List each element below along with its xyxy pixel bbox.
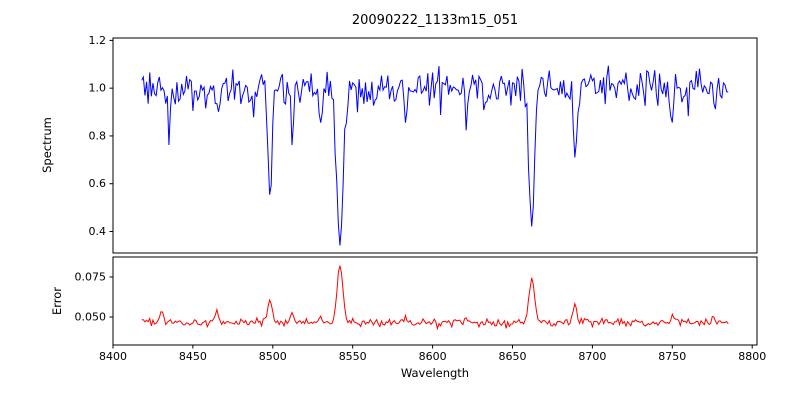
x-tick-label: 8400 — [99, 350, 127, 363]
x-tick-label: 8550 — [339, 350, 367, 363]
x-axis-label: Wavelength — [400, 366, 470, 380]
x-tick-label: 8800 — [738, 350, 766, 363]
spectrum-line — [141, 65, 729, 246]
spectrum-y-tick-label: 1.0 — [89, 82, 107, 95]
spectrum-axes-frame — [112, 37, 758, 254]
x-tick-label: 8600 — [419, 350, 447, 363]
x-tick-label: 8650 — [499, 350, 527, 363]
x-tick-label: 8450 — [179, 350, 207, 363]
spectrum-y-tick-label: 0.4 — [89, 225, 107, 238]
x-tick-label: 8700 — [578, 350, 606, 363]
spectrum-y-tick-label: 0.6 — [89, 177, 107, 190]
error-y-tick-label: 0.050 — [75, 311, 107, 324]
error-axes-frame — [112, 256, 758, 346]
error-line — [141, 265, 729, 331]
chart-title: 20090222_1133m15_051 — [351, 13, 519, 28]
error-y-tick-label: 0.075 — [75, 271, 107, 284]
x-tick-label: 8750 — [658, 350, 686, 363]
spectrum-y-tick-label: 0.8 — [89, 129, 107, 142]
spectrum-y-tick-label: 1.2 — [89, 34, 107, 47]
x-tick-label: 8500 — [259, 350, 287, 363]
